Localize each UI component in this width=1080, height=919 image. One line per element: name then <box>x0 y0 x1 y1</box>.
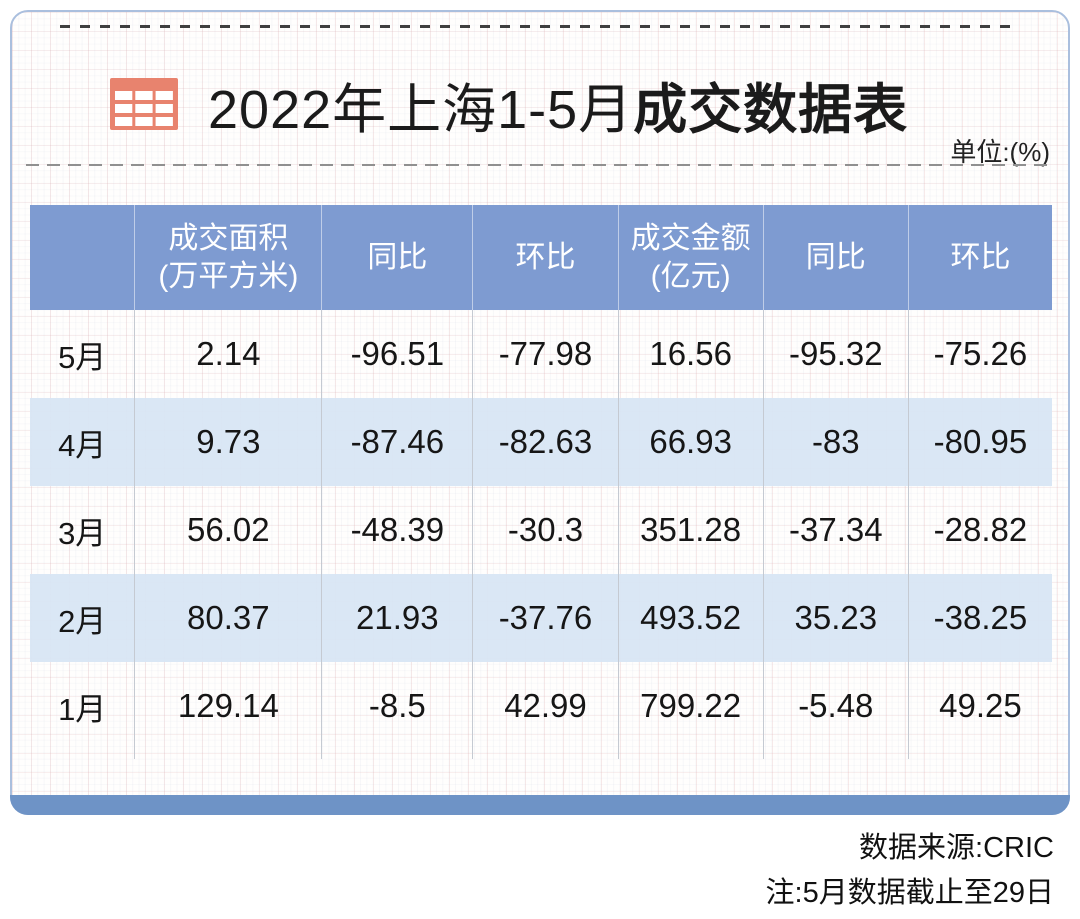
stub-cell <box>473 750 619 759</box>
table-cell: 129.14 <box>135 662 323 750</box>
table-cell: 2.14 <box>135 310 323 398</box>
header-sublabel: (亿元) <box>650 259 731 293</box>
card-bottom-bar <box>10 795 1070 815</box>
table-cell: -82.63 <box>473 398 619 486</box>
header-cell-area: 成交面积 (万平方米) <box>135 205 323 310</box>
header-label: 同比 <box>805 240 866 274</box>
table-row-may: 5月 2.14 -96.51 -77.98 16.56 -95.32 -75.2… <box>30 310 1052 398</box>
table-cell: -95.32 <box>764 310 909 398</box>
table-row-march: 3月 56.02 -48.39 -30.3 351.28 -37.34 -28.… <box>30 486 1052 574</box>
table-row-february: 2月 80.37 21.93 -37.76 493.52 35.23 -38.2… <box>30 574 1052 662</box>
header-cell-mom-area: 环比 <box>473 205 619 310</box>
header-label: 成交面积 <box>168 221 289 255</box>
unit-label: 单位:(%) <box>950 137 1050 167</box>
table-cell: -38.25 <box>933 599 1028 636</box>
header-cell-amount: 成交金额 (亿元) <box>619 205 764 310</box>
table-cell: 799.22 <box>619 662 764 750</box>
header-sublabel: (万平方米) <box>158 259 299 293</box>
table-cell: 42.99 <box>473 662 619 750</box>
table-cell: -28.82 <box>933 511 1028 548</box>
month-cell: 1月 <box>30 662 136 750</box>
table-cell: -80.95 <box>933 423 1028 460</box>
table-cell: 56.02 <box>135 486 323 574</box>
data-card: 2022年上海1-5月成交数据表 单位:(%) 成交面积 (万平方米) 同比 环… <box>10 10 1070 815</box>
stub-cell <box>909 750 1052 759</box>
table-cell: 9.73 <box>135 398 323 486</box>
table-cell: -96.51 <box>322 310 474 398</box>
table-cell: -75.26 <box>933 335 1028 372</box>
header-cell-yoy-amount: 同比 <box>764 205 909 310</box>
table-cell: 49.25 <box>939 687 1022 724</box>
table-row-april: 4月 9.73 -87.46 -82.63 66.93 -83 -80.95 <box>30 398 1052 486</box>
table-cell: 80.37 <box>135 574 323 662</box>
stub-cell <box>135 750 323 759</box>
table-cell: 21.93 <box>322 574 474 662</box>
header-label: 环比 <box>950 240 1011 274</box>
stub-cell <box>764 750 909 759</box>
stub-cell <box>619 750 764 759</box>
data-source: 数据来源:CRIC <box>859 832 1054 864</box>
table-cell: -5.48 <box>764 662 909 750</box>
stub-cell <box>30 750 136 759</box>
header-label: 同比 <box>367 240 428 274</box>
data-note: 注:5月数据截止至29日 <box>765 877 1054 909</box>
table-cell: 493.52 <box>619 574 764 662</box>
dashed-divider-top <box>60 25 1020 28</box>
column-line-stub <box>30 750 1052 759</box>
table-cell: 66.93 <box>619 398 764 486</box>
footer: 数据来源:CRIC 注:5月数据截止至29日 <box>766 826 1054 916</box>
title-row: 2022年上海1-5月成交数据表 <box>110 70 908 140</box>
table-cell: -83 <box>764 398 909 486</box>
table-cell: -30.3 <box>473 486 619 574</box>
stub-cell <box>322 750 474 759</box>
month-cell: 4月 <box>30 398 136 486</box>
table-icon <box>110 78 178 130</box>
table-cell: 351.28 <box>619 486 764 574</box>
table-header-row: 成交面积 (万平方米) 同比 环比 成交金额 (亿元) 同比 环比 <box>30 205 1052 310</box>
table-cell: 35.23 <box>764 574 909 662</box>
header-cell-yoy-area: 同比 <box>322 205 474 310</box>
month-cell: 3月 <box>30 486 136 574</box>
header-cell-month <box>30 205 136 310</box>
table-cell: -77.98 <box>473 310 619 398</box>
month-cell: 2月 <box>30 574 136 662</box>
title-bold: 成交数据表 <box>633 79 909 140</box>
header-cell-mom-amount: 环比 <box>909 205 1052 310</box>
table-cell: -37.76 <box>473 574 619 662</box>
table-cell: -48.39 <box>322 486 474 574</box>
table-cell: -87.46 <box>322 398 474 486</box>
title-regular: 2022年上海1-5月 <box>208 79 634 140</box>
page-title: 2022年上海1-5月成交数据表 <box>208 65 908 144</box>
table-row-january: 1月 129.14 -8.5 42.99 799.22 -5.48 49.25 <box>30 662 1052 750</box>
table-cell: -37.34 <box>764 486 909 574</box>
month-cell: 5月 <box>30 310 136 398</box>
table-cell: 16.56 <box>619 310 764 398</box>
table-cell: -8.5 <box>322 662 474 750</box>
header-label: 成交金额 <box>630 221 751 255</box>
header-label: 环比 <box>515 240 576 274</box>
data-table: 成交面积 (万平方米) 同比 环比 成交金额 (亿元) 同比 环比 5月 2.1… <box>30 205 1052 759</box>
dashed-divider-middle <box>26 164 1052 166</box>
